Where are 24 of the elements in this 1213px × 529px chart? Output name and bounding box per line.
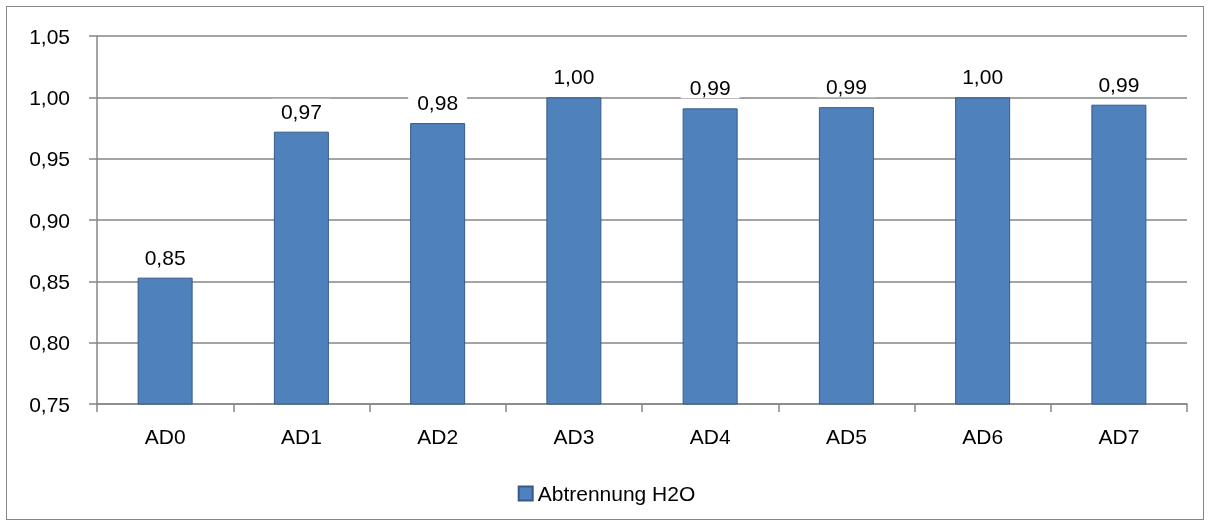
x-tick-label: AD2 — [417, 425, 459, 448]
data-label: 1,00 — [962, 65, 1004, 89]
y-tick-label: 1,05 — [29, 24, 70, 48]
y-tick-label: 0,90 — [29, 208, 70, 232]
data-label: 0,98 — [417, 91, 459, 115]
x-tick-label: AD0 — [144, 425, 186, 448]
data-label: 0,99 — [1098, 72, 1140, 96]
legend-label: Abtrennung H2O — [537, 482, 696, 505]
y-tick-label: 1,00 — [29, 85, 70, 109]
y-tick-label: 0,95 — [29, 147, 70, 171]
data-label: 0,99 — [689, 76, 731, 100]
data-label: 0,99 — [825, 75, 867, 99]
x-tick-label: AD4 — [689, 425, 731, 448]
x-tick-label: AD5 — [825, 425, 867, 448]
y-tick-label: 0,80 — [29, 331, 70, 355]
y-tick-label: 0,85 — [29, 269, 70, 293]
x-tick-label: AD7 — [1098, 425, 1140, 448]
x-tick-label: AD3 — [553, 425, 595, 448]
x-tick-label: AD1 — [280, 425, 322, 448]
x-tick-label: AD6 — [962, 425, 1004, 448]
data-label: 0,97 — [280, 99, 322, 123]
data-label: 1,00 — [553, 65, 595, 89]
y-tick-label: 0,75 — [29, 392, 70, 416]
data-label: 0,85 — [144, 245, 186, 269]
